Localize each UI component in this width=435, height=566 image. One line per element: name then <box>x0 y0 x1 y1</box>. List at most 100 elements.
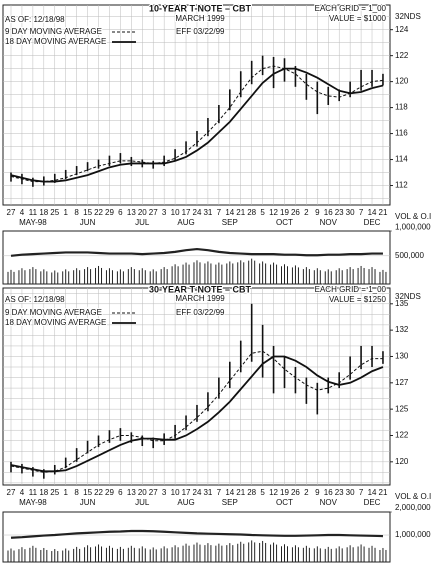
month-label: AUG <box>177 218 194 227</box>
moving-average-line <box>10 67 384 183</box>
y-tick-label: 112 <box>395 181 408 190</box>
x-tick-label: 26 <box>291 488 300 497</box>
x-tick-label: 14 <box>225 208 234 217</box>
x-tick-label: 24 <box>193 488 202 497</box>
y-tick-label: 120 <box>395 77 409 86</box>
x-tick-label: 19 <box>280 488 289 497</box>
x-tick-label: 27 <box>7 208 16 217</box>
x-tick-label: 9 <box>315 208 320 217</box>
month-label: JUL <box>135 498 150 507</box>
x-tick-label: 2 <box>304 208 309 217</box>
x-tick-label: 7 <box>359 208 364 217</box>
x-tick-label: 18 <box>39 488 48 497</box>
x-tick-label: 10 <box>171 208 180 217</box>
x-tick-label: 5 <box>260 208 265 217</box>
x-tick-label: 16 <box>324 208 333 217</box>
x-tick-label: 23 <box>335 208 344 217</box>
chart-title: 30-YEAR T-NOTE – CBT <box>149 284 252 294</box>
x-tick-label: 21 <box>236 208 245 217</box>
effective-date: EFF 03/22/99 <box>176 27 225 36</box>
x-tick-label: 28 <box>247 208 256 217</box>
moving-average-line <box>10 65 384 183</box>
x-tick-label: 19 <box>280 208 289 217</box>
y-tick-label: 122 <box>395 51 409 60</box>
x-tick-label: 30 <box>346 208 355 217</box>
open-interest-line <box>10 529 383 539</box>
x-tick-label: 1 <box>63 488 68 497</box>
x-tick-label: 29 <box>105 488 114 497</box>
grid-note: EACH GRID = 1_00 <box>315 285 387 294</box>
x-tick-label: 7 <box>359 488 364 497</box>
chart-subtitle: MARCH 1999 <box>175 14 225 23</box>
moving-average-line <box>10 350 383 473</box>
text-layer: 10-YEAR T-NOTE – CBT MARCH 1999 AS OF: 1… <box>4 2 432 540</box>
month-label: JUL <box>135 218 150 227</box>
x-tick-label: 5 <box>260 488 265 497</box>
x-tick-label: 13 <box>127 208 136 217</box>
x-tick-label: 30 <box>346 488 355 497</box>
effective-date: EFF 03/22/99 <box>176 308 225 317</box>
x-tick-label: 25 <box>50 488 59 497</box>
x-tick-label: 27 <box>149 488 158 497</box>
volume-label: VOL & O.I <box>395 492 431 501</box>
month-label: JUN <box>80 498 96 507</box>
mark-layer <box>7 31 387 562</box>
x-tick-label: 21 <box>236 488 245 497</box>
month-label: MAY-98 <box>19 498 47 507</box>
x-tick-label: 12 <box>269 488 278 497</box>
month-label: MAY-98 <box>19 218 47 227</box>
y-tick-label: 2,000,000 <box>395 503 431 512</box>
month-label: SEP <box>222 218 238 227</box>
x-tick-label: 29 <box>105 208 114 217</box>
x-tick-label: 17 <box>182 208 191 217</box>
y-tick-label: 1,000,000 <box>395 223 431 232</box>
y-tick-label: 124 <box>395 25 409 34</box>
y-tick-label: 127 <box>395 378 409 387</box>
y-tick-label: 135 <box>395 299 409 308</box>
x-tick-label: 7 <box>217 208 222 217</box>
month-label: AUG <box>177 498 194 507</box>
x-tick-label: 10 <box>171 488 180 497</box>
as-of: AS OF: 12/18/98 <box>5 15 65 24</box>
x-tick-label: 21 <box>379 488 388 497</box>
x-tick-label: 22 <box>94 208 103 217</box>
x-tick-label: 18 <box>39 208 48 217</box>
y-tick-label: 1,000,000 <box>395 530 431 539</box>
x-tick-label: 12 <box>269 208 278 217</box>
y-tick-label: 125 <box>395 404 409 413</box>
value-note: VALUE = $1000 <box>329 14 387 23</box>
x-tick-label: 3 <box>162 488 167 497</box>
x-tick-label: 8 <box>74 488 79 497</box>
x-tick-label: 15 <box>83 208 92 217</box>
x-tick-label: 25 <box>50 208 59 217</box>
x-tick-label: 21 <box>379 208 388 217</box>
units: 32NDS <box>395 292 421 301</box>
y-tick-label: 116 <box>395 129 408 138</box>
y-tick-label: 120 <box>395 457 409 466</box>
legend-label: 9 DAY MOVING AVERAGE <box>5 27 102 36</box>
grid-note: EACH GRID = 1_00 <box>315 4 387 13</box>
x-tick-label: 8 <box>74 208 79 217</box>
month-label: OCT <box>276 218 293 227</box>
x-tick-label: 28 <box>247 488 256 497</box>
x-tick-label: 11 <box>29 488 38 497</box>
x-tick-label: 27 <box>7 488 16 497</box>
x-tick-label: 1 <box>63 208 68 217</box>
x-tick-label: 14 <box>368 488 377 497</box>
x-tick-label: 11 <box>29 208 38 217</box>
y-tick-label: 130 <box>395 352 409 361</box>
x-tick-label: 9 <box>315 488 320 497</box>
x-tick-label: 2 <box>304 488 309 497</box>
x-tick-label: 15 <box>83 488 92 497</box>
x-tick-label: 22 <box>94 488 103 497</box>
x-tick-label: 27 <box>149 208 158 217</box>
plot-frame <box>2 287 391 486</box>
plot-frame <box>2 4 391 206</box>
x-tick-label: 31 <box>203 488 212 497</box>
open-interest-line <box>10 247 383 257</box>
x-tick-label: 4 <box>20 208 25 217</box>
x-tick-label: 14 <box>225 488 234 497</box>
month-label: NOV <box>320 218 338 227</box>
x-tick-label: 4 <box>20 488 25 497</box>
